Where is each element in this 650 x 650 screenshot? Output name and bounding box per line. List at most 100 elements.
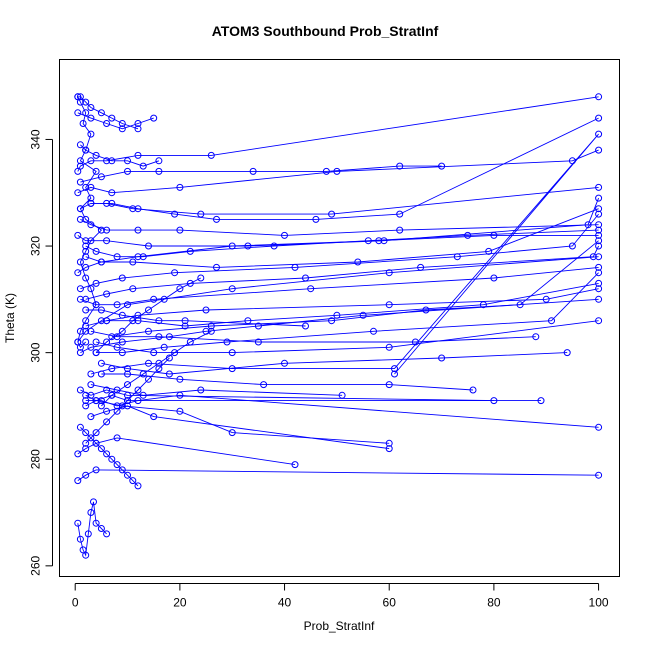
data-point: [74, 189, 82, 197]
data-point: [155, 333, 163, 341]
data-point: [124, 381, 131, 389]
data-point: [92, 279, 100, 287]
data-point: [92, 429, 100, 437]
data-point: [595, 93, 603, 101]
series-line: [85, 229, 599, 258]
data-series: [74, 253, 603, 346]
data-point: [92, 167, 100, 175]
data-point: [76, 162, 84, 170]
series-line: [106, 282, 599, 327]
data-point: [92, 519, 100, 527]
data-point: [281, 359, 288, 367]
data-point: [134, 386, 142, 394]
data-point: [354, 258, 362, 266]
data-point: [82, 295, 90, 303]
data-point: [155, 167, 163, 175]
series-layer: [74, 93, 603, 559]
data-point: [97, 445, 105, 453]
data-point: [139, 391, 147, 399]
series-line: [80, 266, 599, 306]
series-line: [80, 186, 599, 215]
data-point: [118, 349, 126, 357]
data-point: [197, 386, 205, 394]
data-point: [391, 370, 398, 378]
data-point: [87, 434, 95, 442]
data-point: [155, 359, 163, 367]
data-point: [485, 247, 493, 255]
data-point: [595, 242, 603, 250]
data-point: [82, 402, 90, 410]
data-point: [103, 317, 111, 325]
data-point: [97, 226, 105, 234]
data-point: [176, 407, 184, 415]
data-point: [595, 183, 603, 191]
data-point: [145, 359, 152, 367]
data-point: [396, 226, 404, 234]
data-point: [150, 349, 158, 357]
data-point: [124, 157, 131, 165]
data-point: [82, 327, 90, 335]
data-point: [516, 301, 524, 309]
data-point: [595, 269, 603, 277]
data-point: [118, 274, 126, 282]
data-point: [584, 221, 592, 229]
data-point: [82, 439, 90, 447]
data-point: [134, 226, 142, 234]
series-line: [77, 234, 599, 274]
data-point: [595, 221, 603, 229]
data-point: [165, 370, 173, 378]
series-line: [77, 469, 599, 481]
series-line: [90, 330, 536, 343]
data-series: [87, 402, 393, 453]
data-point: [87, 194, 95, 202]
data-point: [113, 343, 121, 351]
data-point: [74, 269, 82, 277]
data-point: [171, 269, 179, 277]
data-point: [396, 162, 404, 170]
data-point: [150, 295, 158, 303]
data-point: [171, 210, 179, 218]
data-point: [82, 445, 90, 453]
data-point: [254, 322, 262, 330]
data-point: [118, 120, 126, 127]
data-point: [595, 253, 603, 261]
data-point: [124, 365, 131, 373]
data-point: [103, 450, 111, 458]
data-point: [113, 301, 121, 309]
data-point: [490, 274, 498, 282]
data-point: [207, 151, 215, 159]
x-axis: 0 20 40 60 80 100: [72, 583, 609, 610]
data-point: [134, 151, 142, 159]
data-point: [108, 199, 116, 207]
data-point: [532, 333, 540, 341]
data-series: [76, 386, 498, 405]
data-point: [90, 498, 97, 506]
y-tick-label: 320: [29, 236, 43, 256]
y-tick-label: 300: [29, 342, 43, 362]
data-series: [82, 205, 603, 271]
data-point: [213, 263, 220, 271]
data-series: [74, 194, 603, 250]
data-point: [108, 455, 116, 463]
data-point: [74, 519, 82, 527]
data-point: [260, 381, 268, 389]
series-line: [85, 400, 390, 444]
data-point: [370, 327, 377, 335]
data-point: [82, 274, 90, 282]
y-tick-label: 340: [29, 129, 43, 149]
data-point: [181, 322, 189, 330]
data-point: [97, 109, 105, 117]
chart-title: ATOM3 Southbound Prob_StratInf: [212, 23, 439, 39]
data-point: [87, 343, 95, 351]
data-point: [74, 450, 82, 458]
data-point: [385, 445, 393, 453]
data-point: [322, 167, 330, 175]
data-point: [595, 471, 603, 479]
data-point: [118, 125, 126, 133]
data-point: [97, 525, 105, 532]
data-series: [87, 114, 603, 223]
data-point: [186, 279, 194, 287]
data-point: [129, 258, 137, 266]
data-point: [595, 279, 603, 287]
series-line: [90, 384, 343, 396]
